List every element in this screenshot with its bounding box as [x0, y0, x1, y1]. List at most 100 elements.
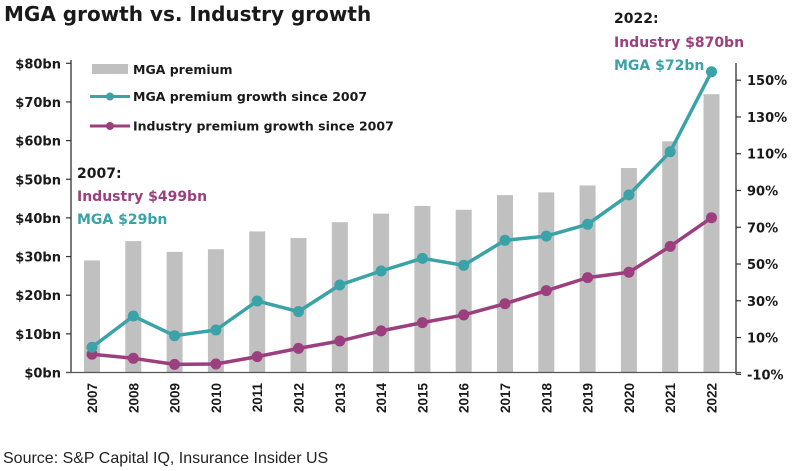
x-tick-label-2022: 2022	[705, 383, 720, 413]
point-mga-growth-2022	[706, 66, 717, 78]
left-axis-tick-label: $0bn	[24, 367, 61, 382]
point-industry-growth-2012	[293, 342, 304, 354]
legend-marker-mga-growth	[106, 92, 114, 101]
right-axis-tick-label: 90%	[747, 184, 778, 199]
annotation-2007-mga: MGA $29bn	[77, 212, 167, 228]
right-axis-tick-label: 70%	[747, 221, 778, 236]
bar-2017	[497, 195, 513, 373]
point-mga-growth-2010	[210, 324, 222, 336]
legend-label-mga-growth: MGA premium growth since 2007	[133, 89, 367, 104]
bar-2013	[331, 222, 348, 373]
point-mga-growth-2020	[623, 189, 635, 201]
x-tick-label-2021: 2021	[663, 383, 678, 414]
right-axis-tick-label: -10%	[747, 368, 784, 383]
point-industry-growth-2008	[127, 352, 139, 364]
x-tick-label-2017: 2017	[498, 383, 513, 413]
right-axis-tick-label: 110%	[747, 148, 787, 163]
annotation-2022-mga: MGA $72bn	[614, 58, 704, 74]
point-industry-growth-2011	[251, 351, 263, 363]
bar-series-mga-premium	[84, 94, 720, 373]
point-industry-growth-2016	[458, 309, 470, 321]
point-industry-growth-2021	[664, 240, 676, 252]
point-mga-growth-2008	[127, 310, 139, 322]
bar-2010	[207, 249, 224, 373]
x-tick-label-2009: 2009	[168, 383, 183, 413]
point-industry-growth-2019	[582, 272, 594, 284]
legend-label-industry-growth: Industry premium growth since 2007	[133, 119, 394, 134]
legend-marker-industry-growth	[106, 122, 114, 130]
bar-2018	[538, 192, 555, 373]
point-mga-growth-2014	[375, 265, 387, 277]
bar-2009	[166, 251, 183, 373]
point-industry-growth-2014	[375, 325, 387, 337]
point-industry-growth-2010	[210, 358, 222, 370]
point-industry-growth-2009	[169, 358, 181, 370]
annotation-2022: 2022: Industry $870bn MGA $72bn	[614, 11, 744, 74]
point-mga-growth-2017	[499, 234, 511, 246]
x-tick-label-2011: 2011	[250, 383, 265, 413]
x-tick-label-2013: 2013	[333, 383, 348, 414]
bar-2015	[414, 205, 431, 373]
line-series-group	[86, 66, 717, 370]
bar-2016	[455, 209, 472, 373]
right-axis-tick-label: 10%	[747, 332, 778, 347]
point-mga-growth-2013	[334, 279, 346, 291]
x-tick-label-2010: 2010	[209, 383, 224, 413]
point-mga-growth-2019	[582, 218, 594, 230]
left-axis-tick-label: $10bn	[15, 328, 61, 343]
x-tick-label-2019: 2019	[581, 383, 596, 413]
annotation-2007-industry: Industry $499bn	[77, 189, 207, 205]
left-axis-tick-label: $70bn	[15, 96, 61, 111]
bar-2014	[373, 213, 390, 373]
annotation-2007-year: 2007:	[77, 166, 122, 182]
point-mga-growth-2016	[458, 259, 470, 271]
bar-2012	[290, 237, 307, 373]
bar-2008	[125, 241, 142, 373]
right-axis-tick-label: 30%	[747, 295, 778, 310]
x-tick-label-2007: 2007	[85, 383, 100, 413]
left-axis-tick-label: $30bn	[15, 251, 61, 266]
line-industry-growth	[91, 216, 713, 367]
legend-swatch-mga-premium	[92, 64, 128, 74]
x-tick-label-2018: 2018	[539, 383, 554, 414]
line-mga-growth	[90, 70, 714, 349]
x-tick-label-2008: 2008	[126, 383, 141, 414]
point-mga-growth-2015	[416, 252, 428, 264]
legend-label-mga-premium: MGA premium	[133, 62, 233, 77]
x-tick-label-2015: 2015	[415, 383, 430, 414]
point-mga-growth-2018	[540, 230, 552, 242]
left-y-axis: $0bn $10bn $20bn $30bn $40bn $50bn $60bn $70bn $…	[15, 57, 72, 382]
left-axis-tick-label: $40bn	[15, 212, 61, 227]
bar-2021	[662, 141, 679, 373]
chart-title: MGA growth vs. Industry growth	[4, 2, 371, 26]
left-axis-tick-label: $50bn	[15, 173, 61, 188]
point-industry-growth-2020	[623, 266, 635, 278]
x-tick-label-2014: 2014	[374, 383, 389, 414]
bar-2022	[703, 94, 720, 373]
x-tick-label-2020: 2020	[622, 383, 637, 413]
annotation-2022-year: 2022:	[614, 11, 659, 27]
x-tick-label-2012: 2012	[292, 383, 307, 413]
point-industry-growth-2017	[499, 298, 511, 310]
point-mga-growth-2012	[293, 306, 304, 318]
point-mga-growth-2007	[86, 341, 98, 353]
source-note: Source: S&P Capital IQ, Insurance Inside…	[3, 450, 328, 467]
right-y-axis: -10% 10% 30% 50% 70% 90% 110% 130% 150%	[735, 63, 787, 383]
point-industry-growth-2022	[706, 212, 717, 224]
right-axis-tick-label: 150%	[747, 74, 787, 89]
x-tick-labels: 2007 2008 2009 2010 2011 2012 2013 2014 2015 2016…	[85, 383, 720, 414]
point-mga-growth-2011	[251, 295, 263, 307]
point-mga-growth-2021	[664, 146, 676, 158]
right-axis-tick-label: 50%	[747, 258, 778, 273]
point-industry-growth-2013	[334, 335, 346, 347]
point-industry-growth-2015	[416, 317, 428, 329]
x-tick-label-2016: 2016	[457, 383, 472, 414]
point-mga-growth-2009	[169, 330, 181, 342]
left-axis-tick-label: $60bn	[15, 135, 61, 150]
point-industry-growth-2018	[540, 285, 552, 297]
legend: MGA premium MGA premium growth since 200…	[90, 62, 394, 134]
left-axis-tick-label: $80bn	[15, 57, 61, 72]
annotation-2022-industry: Industry $870bn	[614, 35, 744, 51]
right-axis-tick-label: 130%	[747, 111, 787, 126]
